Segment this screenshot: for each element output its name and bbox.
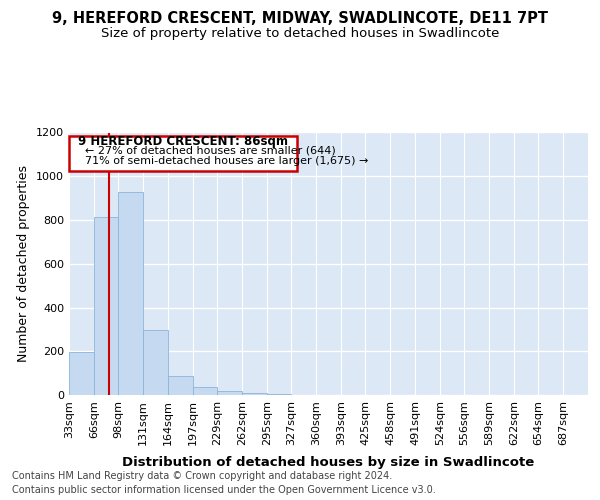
Bar: [94, 218, 118, 395]
Text: 71% of semi-detached houses are larger (1,675) →: 71% of semi-detached houses are larger (…: [85, 156, 368, 166]
Text: ← 27% of detached houses are smaller (644): ← 27% of detached houses are smaller (64…: [85, 146, 335, 156]
Text: Contains HM Land Registry data © Crown copyright and database right 2024.: Contains HM Land Registry data © Crown c…: [12, 471, 392, 481]
Bar: [217, 390, 242, 395]
FancyBboxPatch shape: [69, 136, 297, 172]
Text: Size of property relative to detached houses in Swadlincote: Size of property relative to detached ho…: [101, 28, 499, 40]
Text: Contains public sector information licensed under the Open Government Licence v3: Contains public sector information licen…: [12, 485, 436, 495]
Text: 9 HEREFORD CRESCENT: 86sqm: 9 HEREFORD CRESCENT: 86sqm: [78, 134, 288, 148]
Y-axis label: Number of detached properties: Number of detached properties: [17, 165, 31, 362]
Bar: [143, 330, 168, 395]
Bar: [69, 352, 94, 395]
Bar: [267, 394, 291, 395]
Bar: [242, 393, 267, 395]
Bar: [193, 388, 217, 395]
Bar: [118, 192, 143, 395]
X-axis label: Distribution of detached houses by size in Swadlincote: Distribution of detached houses by size …: [122, 456, 535, 469]
Text: 9, HEREFORD CRESCENT, MIDWAY, SWADLINCOTE, DE11 7PT: 9, HEREFORD CRESCENT, MIDWAY, SWADLINCOT…: [52, 11, 548, 26]
Bar: [168, 376, 193, 395]
